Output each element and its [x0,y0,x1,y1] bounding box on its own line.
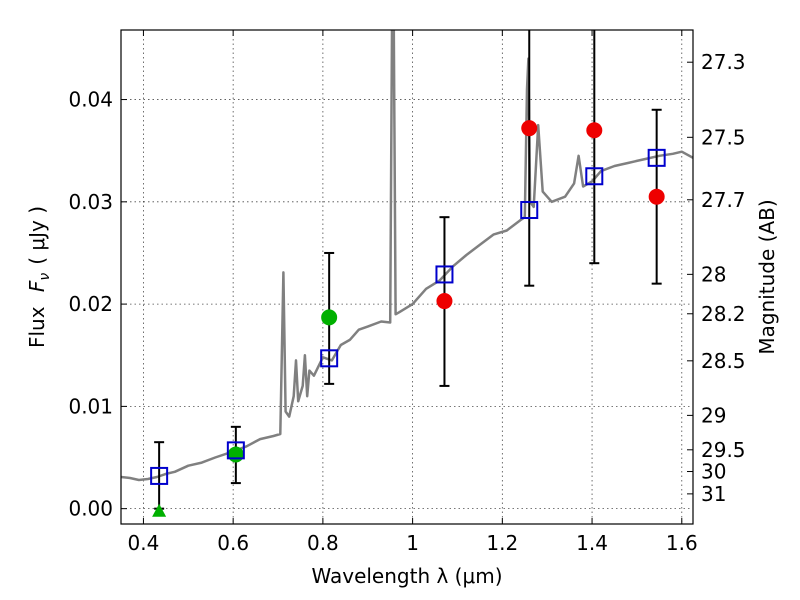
sed-spectrum-line [121,30,693,482]
upper-limit-triangle [152,503,167,517]
plot-frame [120,29,694,525]
y-axis-title-prefix: Flux [25,306,49,348]
model-photometry-square [435,265,454,284]
right-tick-label: 27.5 [701,125,746,149]
x-tick-label: 1 [406,531,419,555]
y-tick-label: 0.04 [68,88,113,112]
right-tick-label: 28.5 [701,349,746,373]
sed-spectrum-layer [121,30,693,482]
y-axis-title-unit: ( μJy ) [25,206,49,265]
y-axis-title-right: Magnitude (AB) [755,199,779,354]
detection-point [321,309,338,326]
x-tick-label: 1.6 [666,531,698,555]
ticks-layer: 0.4 0.6 0.8 1 1.2 1.4 1.6 0.00 0.01 0.02 0.03 0.04 2… [68,30,746,555]
y-tick-label: 0.01 [68,394,113,418]
right-tick-label: 28.2 [701,302,746,326]
model-photometry-square [647,148,666,167]
right-tick-label: 28 [701,262,726,286]
right-tick-label: 29 [701,403,726,427]
limit-point [521,120,538,137]
model-photometry-square [320,349,339,368]
x-tick-label: 1.4 [576,531,608,555]
grid-lines [121,30,693,524]
right-tick-label: 30 [701,460,726,484]
model-photometry-square [585,167,604,186]
y-axis-title-symbol: F [25,280,49,292]
model-photometry-square [226,441,245,460]
right-tick-label: 27.3 [701,50,746,74]
x-tick-label: 0.6 [217,531,249,555]
y-axis-title-subscript: ν [37,273,53,281]
limit-point [436,293,453,310]
markers-layer [150,120,666,517]
y-tick-label: 0.02 [68,292,113,316]
right-tick-label: 27.7 [701,188,746,212]
model-photometry-square [520,201,539,220]
y-tick-label: 0.03 [68,190,113,214]
y-axis-title-left: Flux Fν ( μJy ) [25,206,53,348]
detection-point [227,446,244,463]
limit-point [648,188,665,205]
x-tick-label: 0.8 [307,531,339,555]
limit-point [586,122,603,139]
x-tick-label: 1.2 [486,531,518,555]
model-photometry-square [150,466,169,485]
x-axis-title: Wavelength λ (μm) [311,564,502,588]
right-tick-label: 29.5 [701,438,746,462]
x-tick-label: 0.4 [128,531,160,555]
right-tick-label: 31 [701,482,726,506]
y-tick-label: 0.00 [68,497,113,521]
plot-background [121,30,693,524]
